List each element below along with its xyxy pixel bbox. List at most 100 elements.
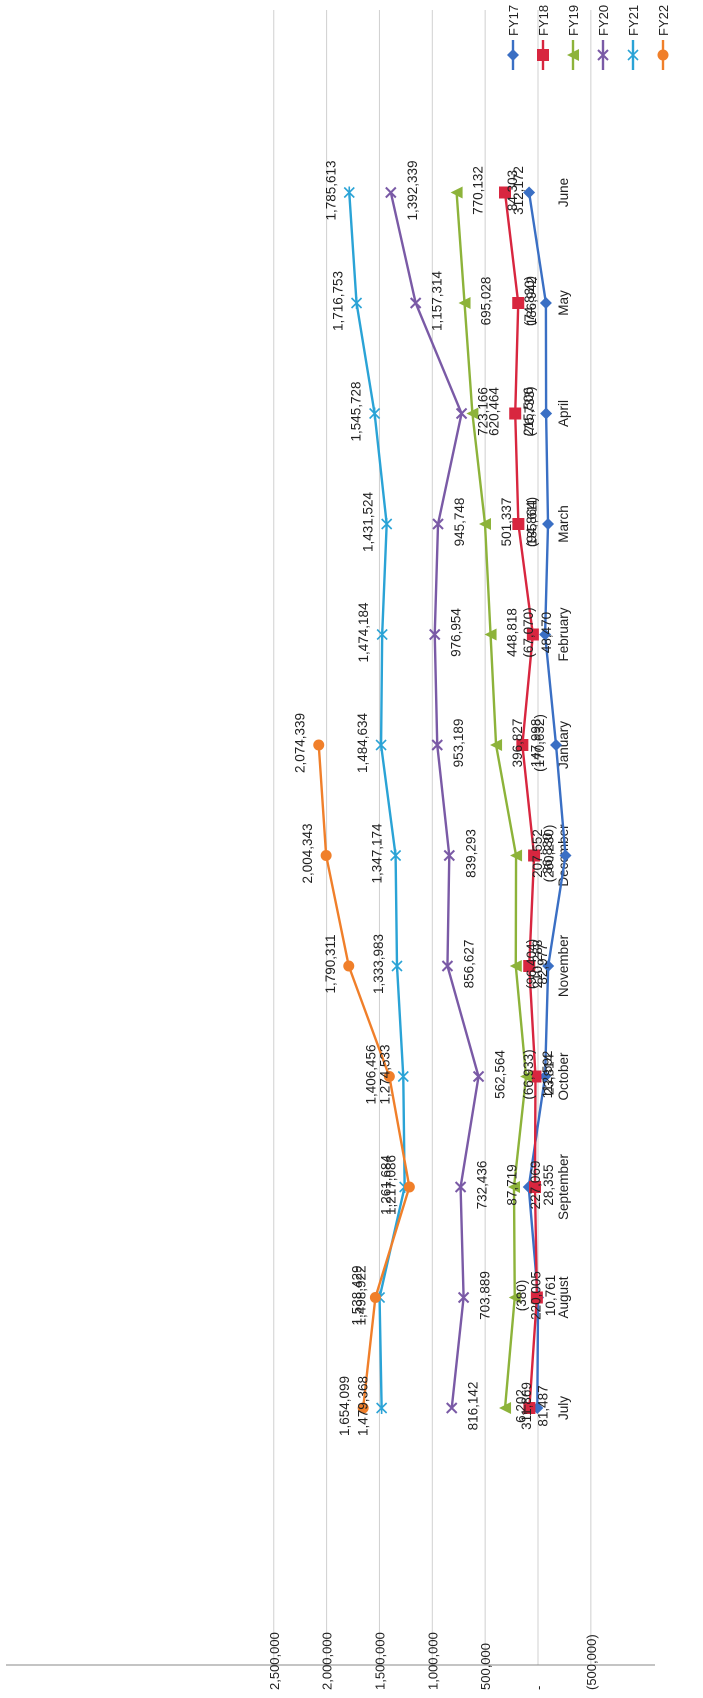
series-lines <box>313 186 572 1414</box>
data-label: 732,436 <box>475 1161 490 1210</box>
data-label: 1,261,684 <box>379 1154 394 1215</box>
data-label: 81,487 <box>535 1385 550 1426</box>
data-label: 1,545,728 <box>349 381 364 441</box>
data-label: 1,217,086 <box>383 1155 398 1215</box>
data-label: 2,004,343 <box>300 823 315 883</box>
data-point <box>523 186 536 199</box>
data-point <box>567 49 579 61</box>
data-label: 1,406,456 <box>363 1044 378 1104</box>
data-point <box>390 849 402 862</box>
data-point <box>657 49 669 61</box>
legend-label: FY22 <box>656 5 671 36</box>
category-label: November <box>556 934 571 997</box>
data-label: 1,474,184 <box>356 602 371 663</box>
data-label: (74,830) <box>522 276 537 326</box>
data-point <box>455 407 468 420</box>
data-label: 23,814 <box>541 1053 556 1095</box>
gridlines <box>273 10 592 1665</box>
data-label: 311,869 <box>519 1382 534 1430</box>
data-label: (94,864) <box>524 497 539 547</box>
data-label: 770,132 <box>471 166 486 215</box>
data-point <box>479 518 492 530</box>
data-point <box>403 1181 415 1193</box>
category-label: April <box>556 400 571 427</box>
data-point <box>523 960 536 972</box>
data-point <box>431 739 443 751</box>
data-label: 562,564 <box>493 1050 508 1099</box>
data-point <box>537 49 549 61</box>
data-point <box>397 1070 409 1083</box>
category-label: September <box>556 1153 571 1220</box>
data-label: 816,142 <box>466 1382 481 1431</box>
data-point <box>429 628 441 641</box>
series-fy21 <box>343 186 411 1414</box>
series-line <box>527 192 567 1409</box>
data-label: 953,189 <box>451 719 466 768</box>
data-label: (66,933) <box>521 1049 536 1099</box>
data-point <box>508 1291 521 1304</box>
legend-label: FY21 <box>626 5 641 36</box>
data-point <box>343 186 355 199</box>
data-point <box>454 1181 467 1193</box>
data-label: 1,274,533 <box>377 1044 392 1104</box>
data-point <box>350 297 363 309</box>
data-label: 112,592 <box>540 1051 555 1099</box>
data-point <box>627 49 639 61</box>
data-label: 695,028 <box>479 277 494 326</box>
legend-label: FY17 <box>506 5 521 36</box>
data-point <box>383 1071 395 1082</box>
data-point <box>450 186 463 199</box>
legend-entry: FY19 <box>566 5 581 70</box>
data-label: 215,506 <box>521 387 536 436</box>
series-line <box>389 192 480 1409</box>
data-label: 312,172 <box>511 166 526 215</box>
data-label: 2,074,339 <box>293 713 308 773</box>
value-axis-ticks: (500,000) - 500,000 1,000,000 1,500,000 2,000… <box>267 1632 599 1690</box>
data-label: 10,761 <box>543 1275 558 1316</box>
data-point <box>530 1291 543 1304</box>
data-label: 87,719 <box>505 1164 520 1205</box>
data-point <box>529 1070 542 1083</box>
legend-label: FY20 <box>596 5 611 36</box>
data-point <box>443 849 455 862</box>
data-label: 1,333,983 <box>371 934 386 994</box>
category-label: June <box>556 178 571 207</box>
data-point <box>375 739 387 751</box>
category-labels: JulyAugustSeptemberOctoberNovemberDecemb… <box>556 178 571 1420</box>
data-point <box>484 628 497 641</box>
data-label: 82,977 <box>535 943 550 984</box>
legend-entry: FY22 <box>656 5 671 70</box>
tick-label: - <box>531 1686 546 1690</box>
category-label: October <box>556 1052 571 1101</box>
data-label: 48,470 <box>539 612 554 653</box>
data-point <box>376 628 388 641</box>
data-label: 1,716,753 <box>331 271 346 331</box>
tick-label: 1,000,000 <box>425 1632 440 1690</box>
data-point <box>381 518 393 530</box>
data-point <box>409 297 422 309</box>
data-point <box>391 960 403 972</box>
data-point <box>512 518 525 530</box>
data-point <box>507 1181 520 1193</box>
data-label: (170,632) <box>532 714 547 772</box>
tick-label: 500,000 <box>478 1643 493 1690</box>
data-point <box>520 1070 533 1083</box>
data-point <box>539 1070 552 1083</box>
data-label: 6,202 <box>513 1389 528 1423</box>
data-label: 36,830 <box>540 833 555 874</box>
data-point <box>376 1402 388 1414</box>
data-point <box>432 518 444 530</box>
data-point <box>357 1402 369 1414</box>
data-point <box>597 49 609 61</box>
data-label: 227,069 <box>528 1161 543 1210</box>
data-label: 1,498,922 <box>354 1265 369 1325</box>
category-label: May <box>556 290 571 316</box>
data-label: 501,337 <box>499 498 514 547</box>
data-label: 396,827 <box>510 719 525 768</box>
data-point <box>529 1181 542 1193</box>
data-point <box>490 739 503 751</box>
data-point <box>507 49 519 61</box>
legend-label: FY19 <box>566 5 581 36</box>
data-labels: 6,202 (380) 87,719 (66,933) (96,404) (260,230… <box>293 160 558 1436</box>
